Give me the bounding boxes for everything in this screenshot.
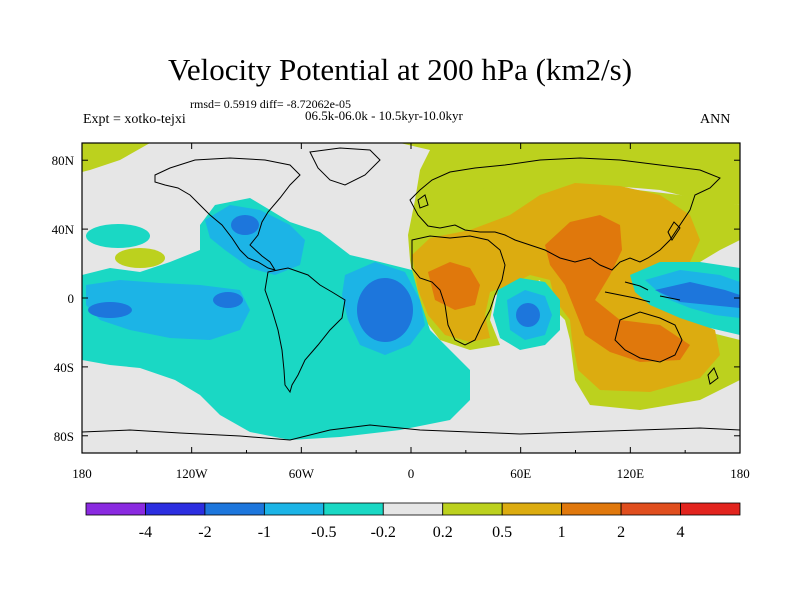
- coast-antarctica: [82, 424, 740, 441]
- coast-japan: [667, 221, 681, 241]
- rmsd-diff-stats: rmsd= 0.5919 diff= -8.72062e-05: [190, 97, 351, 111]
- colorbar-label: 4: [677, 524, 685, 541]
- contour-pacific-blue-1: [88, 302, 132, 318]
- colorbar-swatch: [145, 502, 206, 516]
- contour-wpac-blue: [655, 282, 740, 308]
- contour-west-negative-cyan: [82, 198, 470, 440]
- contour-atlantic-blue: [357, 278, 413, 342]
- coast-uk: [417, 194, 429, 209]
- x-tick-label: 60W: [289, 466, 315, 481]
- colorbar-label: -0.5: [311, 524, 336, 541]
- coast-australia: [614, 311, 683, 363]
- season-label: ANN: [700, 112, 731, 127]
- colorbar-swatch: [204, 502, 265, 516]
- colorbar-label: 0.5: [492, 524, 512, 541]
- colorbar-label: 2: [617, 524, 625, 541]
- colorbar-label: 0.2: [433, 524, 453, 541]
- contour-field: [82, 143, 740, 453]
- colorbar-swatch: [263, 502, 325, 516]
- coast-new-zealand: [707, 367, 719, 385]
- colorbar-swatch: [323, 502, 384, 516]
- colorbar: -4 -2 -1 -0.5 -0.2 0.2 0.5 1 2 4: [85, 502, 741, 541]
- colorbar-swatch: [620, 502, 681, 516]
- colorbar-swatch: [561, 502, 622, 516]
- coast-eurasia: [409, 157, 721, 271]
- colorbar-label: -2: [198, 524, 211, 541]
- experiment-label: Expt = xotko-tejxi: [83, 112, 186, 127]
- colorbar-label: 1: [558, 524, 566, 541]
- contour-na-cyan: [86, 224, 150, 248]
- colorbar-swatch: [442, 502, 503, 516]
- coast-africa: [411, 235, 506, 346]
- map-title: Velocity Potential at 200 hPa (km2/s): [167, 52, 633, 87]
- y-tick-label: 80N: [52, 153, 75, 168]
- coast-indonesia: [604, 281, 681, 303]
- contour-west-lightblue-1: [86, 280, 250, 340]
- contour-caribbean-blue: [231, 215, 259, 235]
- x-tick-label: 0: [408, 466, 415, 481]
- colorbar-swatch: [680, 502, 741, 516]
- period-label: 06.5k-06.0k - 10.5kyr-10.0kyr: [305, 108, 463, 123]
- coast-south-america: [264, 267, 346, 394]
- y-tick-label: 40N: [52, 222, 75, 237]
- x-tick-label: 60E: [510, 466, 531, 481]
- colorbar-swatch: [85, 502, 146, 516]
- contour-pacific-blue-2: [213, 292, 243, 308]
- y-tick-label: 0: [68, 291, 75, 306]
- colorbar-swatch: [501, 502, 563, 516]
- y-tick-label: 40S: [54, 360, 74, 375]
- contour-indian-blue: [516, 303, 540, 327]
- coastlines: [82, 147, 740, 441]
- contour-africa-dark-orange: [428, 262, 480, 310]
- y-tick-label: 80S: [54, 429, 74, 444]
- x-axis: 180 120W 60W 0 60E 120E 180: [72, 143, 750, 481]
- x-tick-label: 120E: [617, 466, 645, 481]
- contour-asia-dark-orange: [545, 215, 690, 362]
- x-tick-label: 180: [730, 466, 750, 481]
- contour-west-lightblue-2: [205, 205, 305, 275]
- x-tick-label: 120W: [176, 466, 209, 481]
- colorbar-label: -4: [139, 524, 152, 541]
- contour-pacific-positive-1: [115, 248, 165, 268]
- colorbar-label: -1: [258, 524, 271, 541]
- coast-greenland: [309, 147, 381, 186]
- colorbar-label: -0.2: [371, 524, 396, 541]
- y-axis: 80N 40N 0 40S 80S: [52, 153, 740, 444]
- coast-north-america: [154, 157, 301, 271]
- x-tick-label: 180: [72, 466, 92, 481]
- colorbar-swatch: [382, 502, 444, 516]
